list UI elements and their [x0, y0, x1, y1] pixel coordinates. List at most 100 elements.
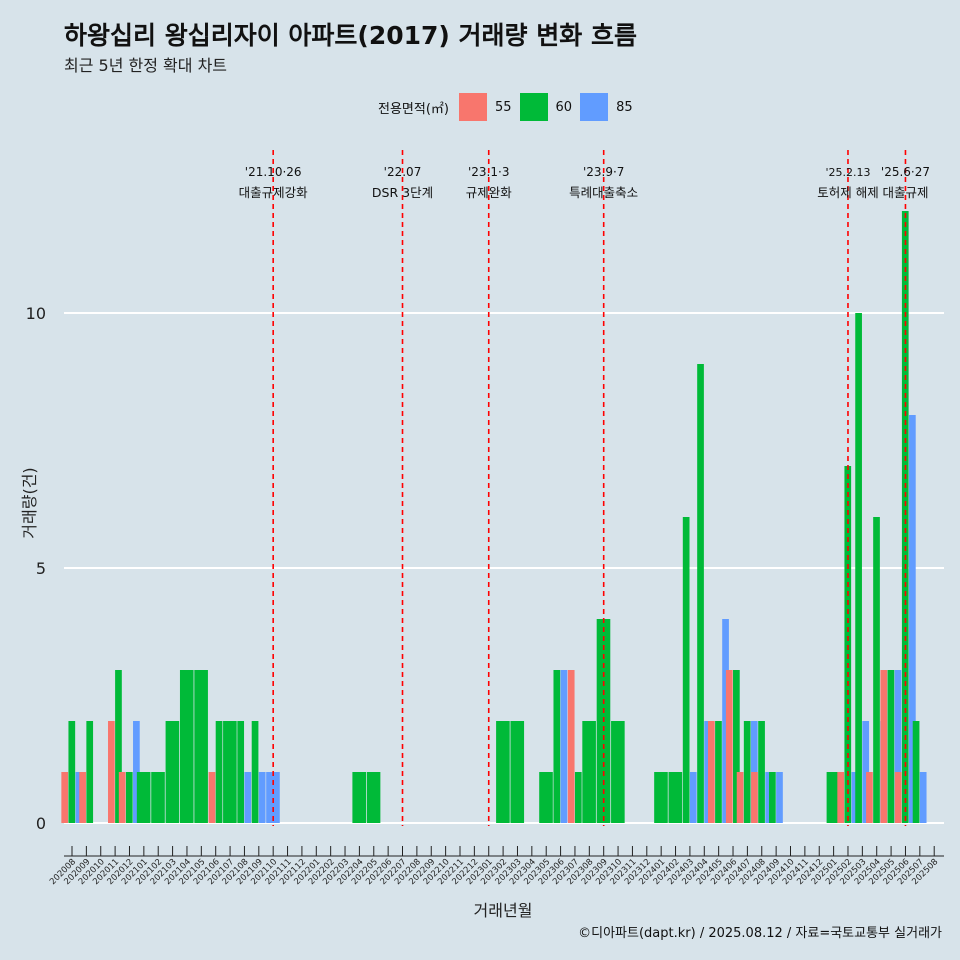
bar-55-202011: [108, 721, 115, 823]
bar-85-202505: [894, 670, 902, 823]
legend-swatch-85: [580, 93, 609, 121]
event-label-202207: DSR 3단계: [372, 185, 433, 200]
legend-item-60: 60: [519, 93, 573, 121]
bar-55-202406: [725, 670, 733, 823]
bar-85-202409: [776, 772, 783, 823]
bar-60-202012: [125, 772, 133, 823]
event-date-202110: '21.10·26: [245, 165, 302, 179]
bar-85-202012: [133, 721, 140, 823]
y-axis-label: 거래량(건): [20, 467, 39, 539]
event-label-202506: 대출규제: [882, 185, 928, 200]
bar-60-202109: [251, 721, 259, 823]
bar-60-202307: [574, 772, 582, 823]
bar-55-202012: [118, 772, 126, 823]
bar-85-202503: [862, 721, 870, 823]
bar-60-202306: [553, 670, 561, 823]
bar-55-202408: [751, 772, 758, 823]
bar-85-202008: [75, 772, 83, 823]
bar-55-202502: [837, 772, 845, 823]
y-tick-label-10: 10: [26, 304, 46, 323]
bar-60-202402: [668, 772, 683, 823]
event-date-202207: '22.07: [384, 165, 422, 179]
bar-60-202403: [682, 517, 690, 823]
bar-55-202009: [79, 772, 86, 823]
bar-55-202407: [736, 772, 744, 823]
source-caption: ©디아파트(dapt.kr) / 2025.08.12 / 자료=국토교통부 실…: [578, 926, 942, 941]
bar-60-202108: [237, 721, 245, 823]
event-label-202309: 특례대출축소: [569, 185, 638, 200]
x-axis-label: 거래년월: [473, 901, 533, 920]
bar-60-202105: [194, 670, 208, 823]
bar-60-202501: [826, 772, 841, 823]
bar-85-202405: [722, 619, 729, 823]
bar-60-202409: [769, 772, 776, 823]
bar-60-202505: [887, 670, 895, 823]
bar-60-202506: [901, 211, 909, 823]
bar-60-202107: [223, 721, 237, 823]
bar-60-202008: [68, 721, 76, 823]
bar-60-202204: [352, 772, 366, 823]
legend-swatch-60: [519, 93, 548, 121]
bar-60-202310: [611, 721, 625, 823]
bar-55-202504: [866, 772, 873, 823]
bar-60-202407: [743, 721, 751, 823]
bar-60-202406: [733, 670, 740, 823]
bar-85-202108: [244, 772, 252, 823]
chart-title: 하왕십리 왕십리자이 아파트(2017) 거래량 변화 흐름: [64, 21, 637, 50]
legend-label-60: 60: [555, 99, 573, 115]
bar-60-202308: [582, 721, 596, 823]
bar-60-202404: [697, 364, 704, 823]
bar-60-202408: [758, 721, 765, 823]
legend: 전용면적(㎡) 55 60 85: [378, 92, 641, 122]
bar-55-202405: [708, 721, 715, 823]
bar-85-202404: [704, 721, 711, 823]
bar-55-202008: [61, 772, 69, 823]
y-tick-label-5: 5: [36, 559, 46, 578]
bar-60-202507: [912, 721, 920, 823]
event-label-202301: 규제완화: [466, 185, 513, 200]
legend-label-55: 55: [494, 99, 512, 115]
event-date-202502: '25.2.13: [825, 166, 870, 179]
legend-label-85: 85: [616, 99, 633, 115]
bar-55-202506: [894, 772, 902, 823]
bar-60-202011: [115, 670, 122, 823]
event-label-202502: 토허제 해제: [817, 185, 878, 200]
event-label-202110: 대출규제강화: [239, 185, 309, 200]
bar-85-202110: [266, 772, 280, 823]
bar-60-202102: [151, 772, 165, 823]
bar-60-202303: [510, 721, 525, 823]
event-date-202506: '25.6·27: [881, 165, 930, 179]
event-date-202309: '23.9·7: [583, 165, 624, 179]
bar-60-202009: [86, 721, 94, 823]
bar-85-202109: [258, 772, 266, 823]
bar-60-202205: [366, 772, 381, 823]
bar-60-202101: [136, 772, 151, 823]
bar-55-202307: [567, 670, 575, 823]
bar-55-202106: [208, 772, 216, 823]
bar-60-202103: [165, 721, 180, 823]
bar-60-202503: [855, 313, 862, 823]
bar-55-202505: [880, 670, 888, 823]
bar-60-202401: [654, 772, 668, 823]
bar-85-202502: [851, 772, 859, 823]
y-tick-label-0: 0: [36, 814, 46, 833]
bar-85-202507: [919, 772, 927, 823]
legend-item-55: 55: [458, 93, 512, 121]
chart-subtitle: 최근 5년 한정 확대 차트: [64, 56, 228, 75]
bar-60-202106: [215, 721, 223, 823]
bar-60-202305: [539, 772, 553, 823]
bar-60-202104: [179, 670, 194, 823]
event-date-202301: '23.1·3: [468, 165, 509, 179]
bar-85-202408: [765, 772, 773, 823]
bar-85-202306: [560, 670, 568, 823]
bar-60-202504: [873, 517, 880, 823]
bar-60-202405: [715, 721, 722, 823]
legend-item-85: 85: [580, 93, 633, 121]
legend-title: 전용면적(㎡): [378, 101, 449, 117]
bar-85-202403: [689, 772, 697, 823]
legend-swatch-55: [458, 93, 487, 121]
bar-85-202506: [909, 415, 916, 823]
bar-60-202302: [496, 721, 510, 823]
bar-60-202502: [844, 466, 852, 823]
